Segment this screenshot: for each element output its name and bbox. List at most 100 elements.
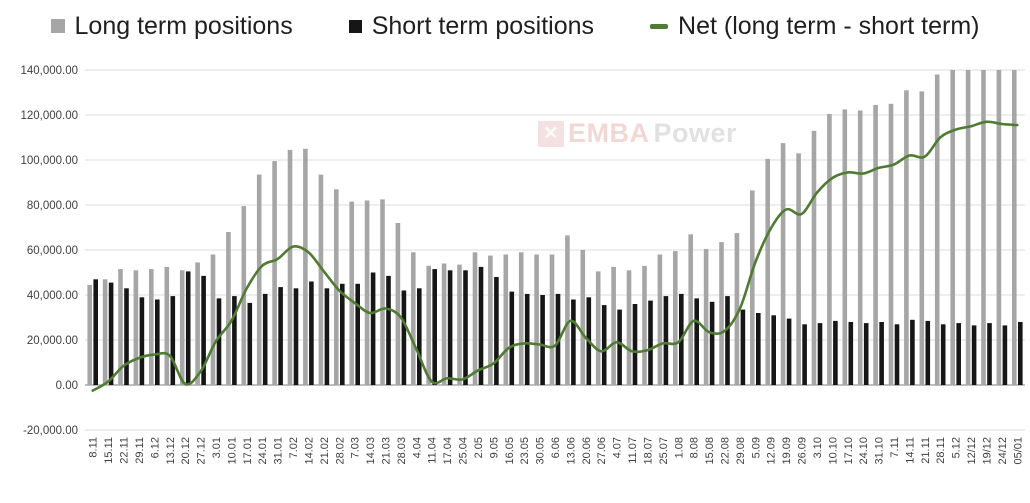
net-line-marker-icon xyxy=(650,23,669,29)
bar-long-term xyxy=(996,70,1002,385)
y-tick-label: -20,000.00 xyxy=(23,425,78,437)
bar-short-term xyxy=(432,269,437,385)
bar-long-term xyxy=(457,264,462,385)
bar-short-term xyxy=(324,288,330,386)
bar-short-term xyxy=(817,323,823,385)
bar-short-term xyxy=(740,309,746,385)
x-tick-label: 26.09 xyxy=(797,437,809,465)
bar-short-term xyxy=(340,283,345,386)
bar-short-term xyxy=(1018,322,1023,385)
x-tick-label: 27.06 xyxy=(596,437,608,465)
legend-label-short-term: Short term positions xyxy=(371,11,595,40)
bar-long-term xyxy=(287,149,293,385)
bar-short-term xyxy=(571,299,576,385)
bar-long-term xyxy=(688,234,693,386)
x-tick-label: 28.11 xyxy=(935,437,947,464)
x-tick-label: 4.04 xyxy=(411,437,423,458)
x-tick-label: 6.06 xyxy=(550,437,562,458)
bar-long-term xyxy=(857,110,863,385)
x-tick-label: 10.10 xyxy=(827,437,839,465)
bar-long-term xyxy=(626,270,632,386)
bar-short-term xyxy=(370,272,376,385)
bar-long-term xyxy=(642,265,647,386)
bar-short-term xyxy=(879,322,884,385)
x-tick-label: 9.05 xyxy=(488,437,500,458)
bar-long-term xyxy=(904,90,909,386)
bar-short-term xyxy=(771,315,776,386)
x-tick-label: 18.07 xyxy=(642,437,654,465)
bar-short-term xyxy=(201,275,206,385)
x-tick-label: 8.11 xyxy=(88,437,100,458)
legend-label-long-term: Long term positions xyxy=(74,11,293,40)
x-tick-label: 20.12 xyxy=(180,437,192,465)
x-tick-label: 22.11 xyxy=(119,437,131,464)
bar-long-term xyxy=(719,242,724,385)
bar-long-term xyxy=(226,232,231,385)
y-tick-label: 20,000.00 xyxy=(27,335,78,347)
bar-short-term xyxy=(648,300,653,385)
bar-long-term xyxy=(318,174,324,385)
x-tick-label: 27.12 xyxy=(196,437,208,465)
x-tick-label: 19/12 xyxy=(981,437,993,465)
x-tick-label: 2.05 xyxy=(473,437,485,458)
x-tick-label: 7.03 xyxy=(350,437,362,458)
bar-long-term xyxy=(934,74,940,385)
bar-short-term xyxy=(262,293,268,385)
x-tick-label: 7.02 xyxy=(288,437,300,458)
bar-long-term xyxy=(734,233,740,385)
x-tick-label: 21.02 xyxy=(319,437,331,465)
x-tick-label: 21.03 xyxy=(380,437,392,465)
bar-short-term xyxy=(601,305,607,385)
x-tick-label: 24/12 xyxy=(997,437,1009,465)
bar-long-term xyxy=(441,263,447,385)
bar-short-term xyxy=(956,323,961,385)
bar-short-term xyxy=(232,296,237,385)
bar-long-term xyxy=(472,252,478,386)
bar-short-term xyxy=(108,282,114,385)
bar-long-term xyxy=(565,235,570,385)
y-tick-label: 120,000.00 xyxy=(20,110,78,122)
bar-short-term xyxy=(139,297,145,386)
bar-long-term xyxy=(873,104,878,386)
x-tick-label: 12.09 xyxy=(766,437,778,465)
y-tick-label: 140,000.00 xyxy=(20,65,78,77)
x-tick-label: 17.04 xyxy=(442,437,454,465)
bar-short-term xyxy=(216,298,222,385)
bar-long-term xyxy=(518,252,524,386)
y-tick-label: 40,000.00 xyxy=(27,290,78,302)
x-tick-label: 30.05 xyxy=(535,437,547,465)
x-tick-label: 31.10 xyxy=(874,437,886,465)
x-tick-label: 3.01 xyxy=(211,437,223,458)
x-tick-label: 17.10 xyxy=(843,437,855,465)
bar-long-term xyxy=(965,70,971,385)
legend-label-net: Net (long term - short term) xyxy=(678,11,980,40)
bar-long-term xyxy=(765,158,770,385)
bar-long-term xyxy=(981,70,986,385)
bar-short-term xyxy=(509,291,515,385)
x-tick-label: 15.11 xyxy=(103,437,115,464)
x-tick-label: 13.12 xyxy=(165,437,177,465)
bar-short-term xyxy=(910,319,915,386)
x-tick-label: 25.07 xyxy=(658,437,670,465)
x-tick-label: 23.05 xyxy=(519,437,531,465)
legend-item-net: Net (long term - short term) xyxy=(650,12,979,41)
bar-short-term xyxy=(93,279,98,386)
bar-long-term xyxy=(580,250,586,385)
bar-short-term xyxy=(848,322,854,385)
bar-long-term xyxy=(272,161,277,385)
bar-long-term xyxy=(303,148,308,385)
bar-long-term xyxy=(102,279,108,386)
x-tick-label: 7.11 xyxy=(889,437,901,458)
bar-short-term xyxy=(170,296,176,385)
x-tick-label: 1.08 xyxy=(673,437,685,458)
x-tick-label: 31.01 xyxy=(273,437,285,465)
bar-long-term xyxy=(503,254,509,385)
bar-long-term xyxy=(210,254,216,385)
bar-short-term xyxy=(709,301,715,386)
y-tick-label: 100,000.00 xyxy=(20,155,78,167)
x-tick-label: 28.03 xyxy=(396,437,408,465)
x-tick-label: 10.01 xyxy=(226,437,238,465)
bar-long-term xyxy=(149,269,154,385)
